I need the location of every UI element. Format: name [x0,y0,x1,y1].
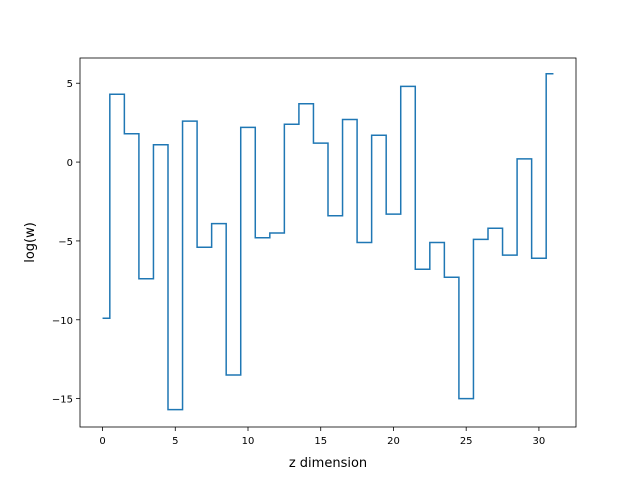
x-tick-label: 15 [314,436,327,447]
x-tick-label: 5 [172,436,178,447]
x-axis-ticks: 0 5 10 15 20 25 30 [99,427,545,447]
x-axis-label: z dimension [289,456,367,471]
x-tick-label: 30 [533,436,546,447]
y-tick-label: 5 [67,79,73,90]
y-tick-label: −5 [58,237,73,248]
x-tick-label: 25 [460,436,473,447]
y-tick-label: −15 [52,395,73,406]
y-tick-label: −10 [52,316,73,327]
series-step-line [102,73,554,411]
plot-frame [79,57,577,428]
x-tick-label: 20 [387,436,400,447]
y-tick-label: 0 [67,158,73,169]
x-tick-label: 10 [242,436,255,447]
y-axis-ticks: −15 −10 −5 0 5 [52,79,80,406]
y-axis-label: log(w) [23,222,38,263]
x-tick-label: 0 [99,436,105,447]
